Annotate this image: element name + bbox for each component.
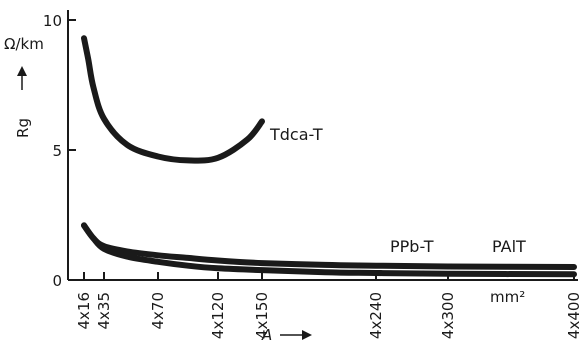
labels: 0 5 10 4x16 4x35 4x70 4x120 4x150 4x240 4x300 4x40…	[4, 12, 582, 344]
x-tick-label-3: 4x120	[209, 292, 227, 339]
x-unit-label: mm²	[490, 288, 525, 306]
x-axis-arrow-head	[302, 330, 312, 340]
series-layer	[81, 35, 577, 278]
y-unit-label: Ω/km	[4, 35, 44, 53]
x-tick-label-6: 4x300	[439, 292, 457, 339]
x-tick-label-1: 4x35	[95, 292, 113, 330]
x-symbol-label: A	[261, 326, 272, 344]
x-tick-label-5: 4x240	[367, 292, 385, 339]
y-tick-label-0: 0	[52, 272, 62, 290]
series-label-tdca-t: Tdca-T	[269, 125, 323, 144]
y-tick-label-1: 5	[52, 142, 62, 160]
series-line-palt	[81, 222, 577, 278]
x-tick-label-4: 4x150	[253, 292, 271, 339]
x-tick-label-7: 4x400	[565, 292, 582, 339]
x-tick-label-0: 4x16	[75, 292, 93, 330]
y-axis-arrow-head	[17, 66, 27, 76]
y-symbol-label: Rg	[14, 118, 32, 138]
series-line-tdca-t	[81, 35, 265, 164]
x-tick-label-2: 4x70	[149, 292, 167, 330]
y-tick-label-2: 10	[43, 12, 62, 30]
series-label-palt: PAlT	[492, 237, 526, 256]
series-label-ppb-t: PPb-T	[390, 237, 434, 256]
